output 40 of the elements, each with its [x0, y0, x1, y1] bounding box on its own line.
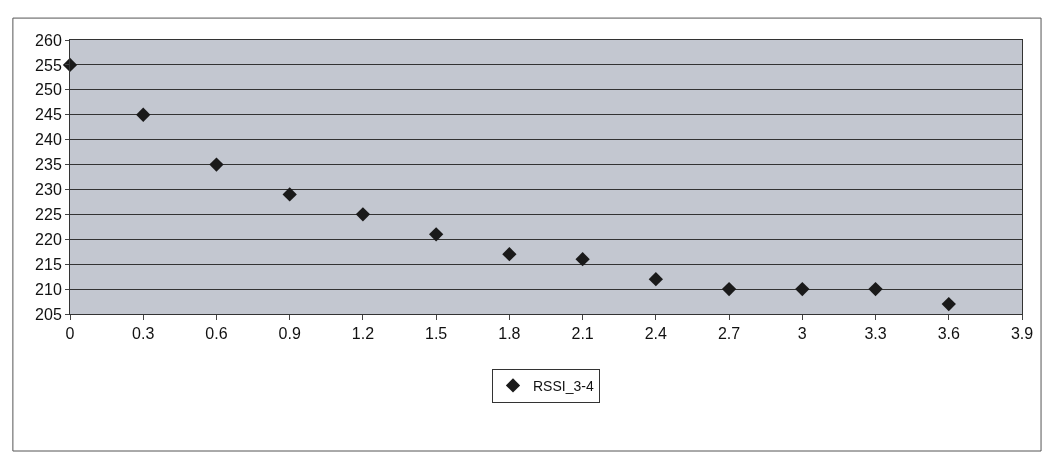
- y-tick-label: 205: [35, 305, 62, 323]
- y-tick-label: 215: [35, 255, 62, 273]
- y-tick-label: 260: [35, 31, 62, 49]
- x-tick-label: 1.8: [498, 325, 521, 343]
- x-tick-label: 0.3: [132, 325, 155, 343]
- x-tick-label: 3.9: [1010, 325, 1034, 343]
- x-tick-label: 1.2: [351, 325, 375, 343]
- y-tick-label: 240: [35, 131, 62, 149]
- point: [209, 157, 224, 172]
- point: [575, 252, 590, 267]
- y-tick-label: 225: [35, 205, 62, 223]
- x-tick-label: 2.4: [644, 325, 668, 343]
- point: [648, 271, 663, 287]
- x-tick-label: 0: [65, 325, 75, 343]
- x-tick-label: 3.3: [864, 325, 887, 343]
- y-tick-label: 230: [35, 181, 62, 199]
- y-tick-label: 245: [35, 106, 62, 124]
- point: [868, 281, 883, 297]
- point: [355, 207, 371, 222]
- point: [62, 57, 78, 73]
- x-tick-label: 3: [797, 325, 807, 343]
- point: [721, 281, 737, 297]
- x-tick-label: 2.1: [571, 325, 594, 343]
- point: [136, 107, 151, 122]
- point: [795, 281, 810, 297]
- point: [282, 187, 297, 202]
- y-tick-label: 250: [35, 81, 62, 99]
- point: [429, 227, 444, 242]
- x-tick-label: 2.7: [717, 325, 741, 343]
- legend-label: RSSI_3-4: [533, 377, 594, 394]
- point: [941, 296, 956, 312]
- y-tick-label: 220: [35, 230, 62, 248]
- y-tick-label: 235: [35, 156, 62, 174]
- y-tick-label: 255: [35, 56, 62, 74]
- point: [502, 247, 517, 262]
- y-tick-label: 210: [35, 280, 62, 298]
- x-tick-label: 3.6: [937, 325, 960, 343]
- x-tick-label: 1.5: [425, 325, 448, 343]
- x-tick-label: 0.9: [278, 325, 301, 343]
- x-tick-label: 0.6: [205, 325, 228, 343]
